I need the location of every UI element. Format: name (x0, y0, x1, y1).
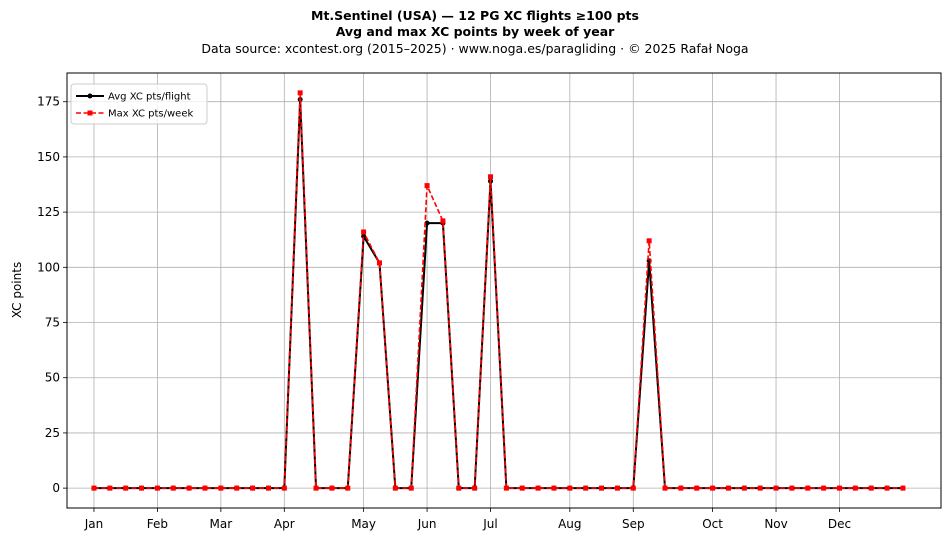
x-tick-label: Sep (622, 517, 645, 531)
x-tick-label: Mar (210, 517, 233, 531)
x-tick-label: Aug (558, 517, 581, 531)
point-max (821, 485, 827, 491)
axis-ticks: 0 25 50 75 100 125 150 175 Jan Feb Mar Apr May Jun Jul… (37, 95, 851, 531)
legend: Avg XC pts/flight Max XC pts/week (70, 83, 208, 125)
chart-titles: Mt.Sentinel (USA) — 12 PG XC flights ≥10… (0, 8, 950, 58)
point-max (313, 485, 319, 491)
point-max (630, 485, 636, 491)
point-max (678, 485, 684, 491)
series-line-avg (93, 98, 903, 490)
point-max (805, 485, 811, 491)
y-tick-label: 0 (52, 481, 60, 495)
point-max (91, 485, 97, 491)
point-max (408, 485, 414, 491)
point-max (852, 485, 858, 491)
point-max (218, 485, 224, 491)
point-max (646, 238, 652, 244)
point-max (281, 485, 287, 491)
point-max (186, 485, 192, 491)
point-max (519, 485, 525, 491)
y-tick-label: 125 (37, 205, 60, 219)
point-max (170, 485, 176, 491)
y-tick-label: 150 (37, 150, 60, 164)
plot-frame (66, 72, 942, 509)
x-tick-label: Jul (482, 517, 497, 531)
point-max (710, 485, 716, 491)
point-max (725, 485, 731, 491)
legend-box (70, 83, 208, 125)
point-max (345, 485, 351, 491)
point-max (424, 183, 430, 189)
point-max (551, 485, 557, 491)
point-max (535, 485, 541, 491)
point-max (107, 485, 113, 491)
x-tick-label: Dec (828, 517, 851, 531)
point-max (472, 485, 478, 491)
point-max (297, 90, 303, 96)
point-max (868, 485, 874, 491)
legend-label-avg: Avg XC pts/flight (108, 92, 191, 103)
point-max (614, 485, 620, 491)
chart-title: Mt.Sentinel (USA) — 12 PG XC flights ≥10… (311, 8, 639, 23)
legend-marker-max (87, 110, 93, 116)
point-max (139, 485, 145, 491)
point-max (250, 485, 256, 491)
x-tick-label: Nov (764, 517, 787, 531)
point-max (503, 485, 509, 491)
legend-label-max: Max XC pts/week (108, 109, 193, 120)
point-max (694, 485, 700, 491)
chart-subtitle: Avg and max XC points by week of year (335, 24, 615, 39)
point-max (234, 485, 240, 491)
point-max (773, 485, 779, 491)
point-max (583, 485, 589, 491)
point-max (265, 485, 271, 491)
point-max (456, 485, 462, 491)
point-max (488, 174, 494, 180)
point-max (440, 218, 446, 224)
point-max (567, 485, 573, 491)
y-tick-label: 175 (37, 95, 60, 109)
point-max (662, 485, 668, 491)
point-max (361, 229, 367, 235)
x-tick-label: May (351, 517, 376, 531)
data-source-line: Data source: xcontest.org (2015–2025) · … (201, 41, 749, 56)
x-tick-label: Apr (274, 517, 295, 531)
x-tick-label: Feb (147, 517, 168, 531)
point-max (123, 485, 129, 491)
legend-marker-avg (87, 93, 93, 99)
x-tick-label: Oct (702, 517, 723, 531)
point-max (599, 485, 605, 491)
point-max (884, 485, 890, 491)
y-axis-label: XC points (10, 262, 24, 318)
series-line-max (93, 92, 903, 489)
point-max (154, 485, 160, 491)
point-avg (361, 233, 367, 239)
y-tick-label: 75 (45, 316, 60, 330)
point-max (741, 485, 747, 491)
y-tick-label: 100 (37, 260, 60, 274)
point-max (392, 485, 398, 491)
point-max (789, 485, 795, 491)
point-max (329, 485, 335, 491)
x-tick-label: Jan (84, 517, 104, 531)
point-max (757, 485, 763, 491)
y-tick-label: 50 (45, 371, 60, 385)
series-layer (91, 90, 906, 491)
point-max (202, 485, 208, 491)
point-max (900, 485, 906, 491)
x-tick-label: Jun (417, 517, 437, 531)
point-max (376, 260, 382, 266)
y-tick-label: 25 (45, 426, 60, 440)
point-max (836, 485, 842, 491)
